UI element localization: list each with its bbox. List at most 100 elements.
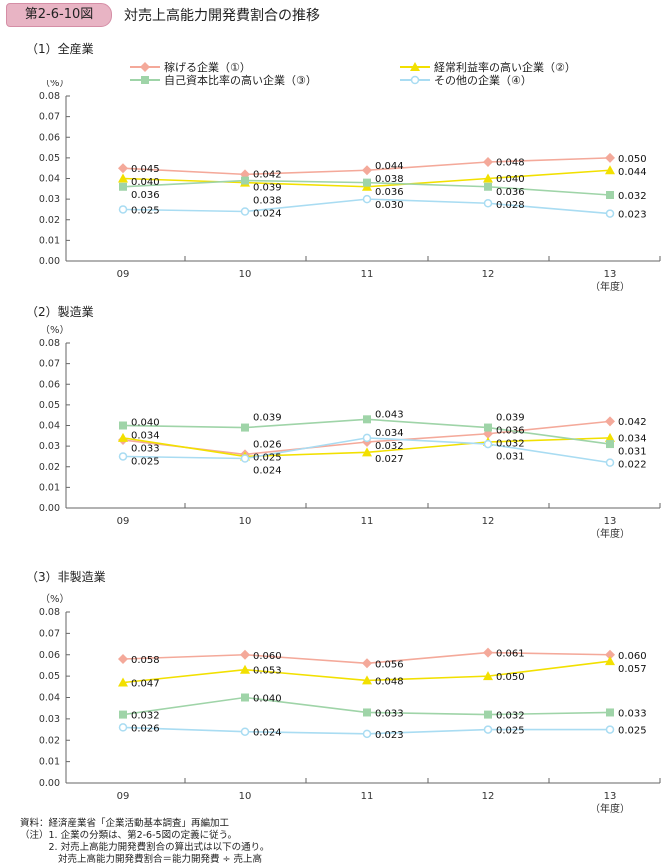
data-point — [118, 654, 128, 665]
note-1: （注）1. 企業の分類は、第2-6-5図の定義に従う。 — [20, 830, 238, 841]
data-point — [605, 458, 615, 467]
data-point — [118, 723, 128, 732]
data-point — [363, 178, 371, 187]
y-tick-label: 0.06 — [39, 132, 60, 143]
data-label: 0.060 — [253, 651, 282, 662]
data-point — [362, 165, 372, 176]
data-point — [363, 708, 371, 717]
data-point — [605, 209, 615, 218]
data-point — [119, 710, 127, 719]
data-point — [483, 199, 493, 208]
data-label: 0.036 — [496, 187, 525, 198]
data-label: 0.031 — [618, 446, 647, 457]
data-label: 0.031 — [496, 451, 525, 462]
x-tick-label: 12 — [482, 269, 495, 280]
data-label: 0.039 — [496, 412, 525, 423]
x-tick-label: 10 — [239, 269, 252, 280]
legend-label: 稼げる企業（①） — [164, 61, 251, 74]
data-point — [606, 191, 614, 199]
data-label: 0.034 — [375, 428, 404, 439]
data-label: 0.040 — [253, 694, 282, 705]
data-label: 0.050 — [618, 154, 647, 165]
data-point — [362, 729, 372, 739]
data-point — [362, 433, 372, 443]
data-label: 0.043 — [375, 410, 404, 421]
data-label: 0.038 — [375, 174, 404, 185]
data-label: 0.057 — [618, 664, 647, 675]
x-axis-label: （年度） — [590, 280, 630, 293]
data-label: 0.025 — [253, 452, 282, 463]
data-label: 0.056 — [375, 659, 404, 670]
data-point — [362, 447, 372, 457]
y-tick-label: 0.05 — [39, 671, 60, 682]
data-point — [118, 432, 128, 442]
data-point — [483, 647, 493, 658]
data-point — [483, 725, 493, 734]
data-label: 0.042 — [253, 169, 282, 180]
x-tick-label: 12 — [482, 791, 495, 802]
square-marker-icon — [130, 76, 160, 84]
y-tick-label: 0.04 — [39, 421, 60, 432]
data-point — [362, 194, 372, 204]
data-label: 0.032 — [618, 191, 647, 202]
x-tick-label: 13 — [604, 516, 617, 527]
data-label: 0.048 — [375, 676, 404, 687]
data-point — [483, 439, 493, 449]
data-point — [119, 421, 127, 430]
x-tick-label: 11 — [361, 269, 374, 280]
y-tick-label: 0.08 — [39, 607, 60, 618]
data-label: 0.034 — [131, 430, 160, 441]
legend-item-3: 自己資本比率の高い企業（③） — [130, 72, 317, 88]
data-point — [483, 173, 493, 183]
note-2: 2. 対売上高能力開発費割合の算出式は以下の通り。 — [20, 842, 270, 853]
y-tick-label: 0.00 — [39, 778, 60, 789]
data-label: 0.038 — [253, 195, 282, 206]
y-tick-label: 0.08 — [39, 338, 60, 349]
chart-1-title: （1）全産業 — [26, 42, 94, 56]
y-tick-label: 0.01 — [39, 757, 60, 768]
data-point — [241, 176, 249, 185]
data-point — [241, 423, 249, 432]
data-label: 0.025 — [496, 726, 525, 737]
x-tick-label: 12 — [482, 516, 495, 527]
y-tick-label: 0.02 — [39, 735, 60, 746]
data-label: 0.047 — [131, 678, 160, 689]
x-tick-label: 11 — [361, 516, 374, 527]
x-tick-label: 09 — [117, 516, 130, 527]
chart-manufacturing: （%） 0.00 0.01 0.02 0.03 0.04 0.05 0.06 0.07 0.08 0… — [39, 325, 661, 540]
y-tick-label: 0.05 — [39, 400, 60, 411]
data-point — [118, 677, 128, 687]
data-point — [118, 205, 128, 214]
data-point — [240, 664, 250, 674]
data-label: 0.025 — [131, 205, 160, 216]
data-label: 0.026 — [131, 724, 160, 735]
y-tick-label: 0.00 — [39, 503, 60, 514]
data-label: 0.050 — [496, 672, 525, 683]
data-label: 0.025 — [131, 456, 160, 467]
data-label: 0.039 — [253, 182, 282, 193]
data-label: 0.030 — [375, 200, 404, 211]
x-tick-label: 13 — [604, 269, 617, 280]
data-label: 0.024 — [253, 728, 282, 739]
y-axis-unit: （%） — [40, 325, 70, 336]
data-label: 0.024 — [253, 465, 282, 476]
y-axis-unit: （%） — [40, 80, 70, 89]
data-label: 0.044 — [375, 161, 404, 172]
y-tick-label: 0.08 — [39, 91, 60, 102]
data-label: 0.042 — [618, 417, 647, 428]
data-label: 0.027 — [375, 454, 404, 465]
data-point — [363, 415, 371, 424]
data-label: 0.024 — [253, 208, 282, 219]
y-tick-label: 0.04 — [39, 174, 60, 185]
x-tick-label: 09 — [117, 791, 130, 802]
data-label: 0.025 — [618, 726, 647, 737]
data-label: 0.044 — [618, 167, 647, 178]
circle-marker-icon — [400, 75, 430, 85]
data-label: 0.026 — [253, 439, 282, 450]
data-label: 0.023 — [375, 730, 404, 741]
y-tick-label: 0.05 — [39, 153, 60, 164]
data-point — [605, 152, 615, 163]
footnotes: 資料：経済産業省「企業活動基本調査」再編加工 （注）1. 企業の分類は、第2-6… — [20, 818, 269, 866]
y-tick-label: 0.04 — [39, 693, 60, 704]
